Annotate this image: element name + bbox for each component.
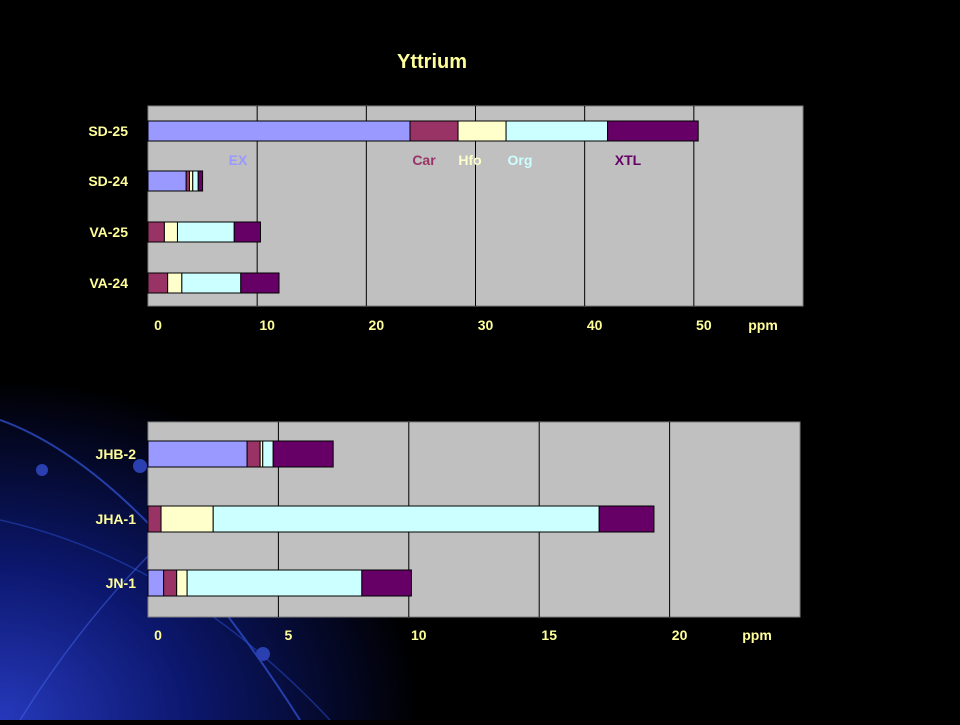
category-label: JHB-2: [96, 446, 137, 462]
chart-bottom: 0 5 10 15 20 ppm JHB-2 JHA-1 JN-1: [96, 421, 801, 643]
bar-segment-car: [147, 221, 165, 243]
chart-title: Yttrium: [397, 51, 467, 73]
bar-segment-car: [147, 505, 162, 533]
bar-segment-hfo: [163, 221, 178, 243]
x-tick-label: 5: [285, 627, 293, 643]
bar-segment-ex: [147, 120, 411, 142]
bar-segment-org: [181, 272, 242, 294]
category-label: JHA-1: [96, 511, 137, 527]
x-tick-label: 20: [369, 317, 385, 333]
x-tick-label: 50: [696, 317, 712, 333]
bar-segment-car: [246, 440, 261, 468]
x-tick-label: 30: [478, 317, 494, 333]
bar-segment-hfo: [176, 569, 188, 597]
legend-entry-ex: EX: [229, 152, 248, 168]
bar-segment-hfo: [457, 120, 507, 142]
bar-segment-ex: [147, 440, 248, 468]
bar-segment-car: [409, 120, 459, 142]
x-tick-label: 0: [154, 627, 162, 643]
category-label: JN-1: [106, 575, 137, 591]
bar-segment-org: [505, 120, 609, 142]
category-label: SD-24: [88, 173, 128, 189]
legend-entry-org: Org: [508, 152, 533, 168]
category-label: VA-24: [89, 275, 128, 291]
bar-segment-ex: [147, 170, 187, 192]
bar-segment-xtl: [197, 170, 204, 192]
category-label: VA-25: [89, 224, 128, 240]
x-unit-label: ppm: [748, 317, 778, 333]
bar-segment-car: [147, 272, 169, 294]
bar-segment-org: [186, 569, 363, 597]
bar-segment-hfo: [160, 505, 214, 533]
category-label: SD-25: [88, 123, 128, 139]
bar-segment-xtl: [272, 440, 334, 468]
legend-entry-xtl: XTL: [615, 152, 642, 168]
bar-segment-org: [176, 221, 235, 243]
bar-segment-hfo: [167, 272, 183, 294]
x-tick-label: 10: [259, 317, 275, 333]
bar-segment-org: [212, 505, 600, 533]
x-tick-label: 10: [411, 627, 427, 643]
bar-segment-org: [262, 440, 274, 468]
bar-segment-xtl: [240, 272, 280, 294]
bar-segment-xtl: [607, 120, 699, 142]
bar-segment-car: [163, 569, 178, 597]
bar-segment-ex: [147, 569, 165, 597]
bar-segment-org: [192, 170, 199, 192]
bar-segment-xtl: [598, 505, 655, 533]
bar-segment-xtl: [233, 221, 261, 243]
legend-entry-hfo: Hfo: [458, 152, 481, 168]
bar-segment-xtl: [361, 569, 412, 597]
x-tick-label: 0: [154, 317, 162, 333]
x-tick-label: 20: [672, 627, 688, 643]
chart-top: 0 10 20 30 40 50 ppm SD-25 SD-24 VA-25 VA-24 EX Car H…: [88, 105, 804, 333]
legend-entry-car: Car: [412, 152, 436, 168]
x-tick-label: 40: [587, 317, 603, 333]
x-unit-label: ppm: [742, 627, 772, 643]
x-tick-label: 15: [541, 627, 557, 643]
